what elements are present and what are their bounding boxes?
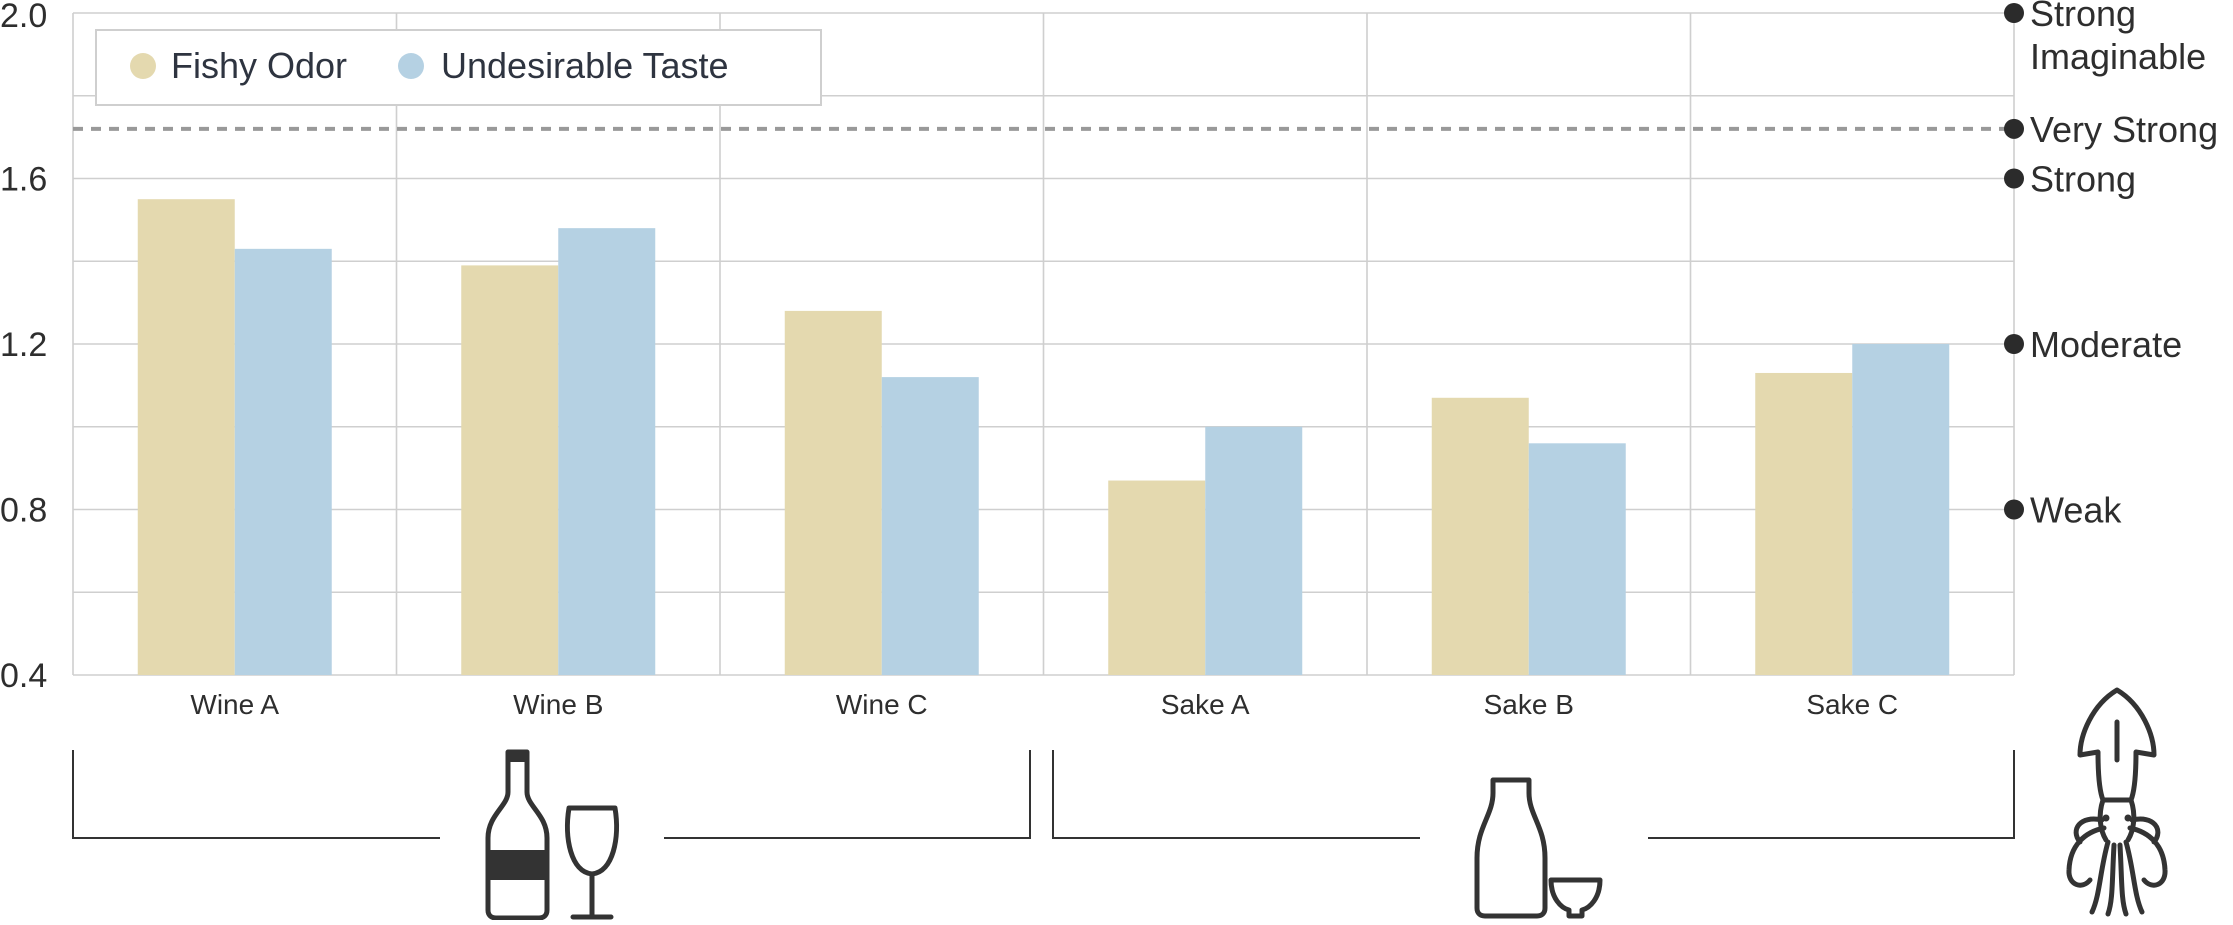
intensity-marker-weak <box>2004 499 2024 520</box>
y-tick-label: 0.4 <box>0 657 47 695</box>
intensity-label-strong: Strong <box>2030 159 2136 200</box>
legend-label-undesirable-taste: Undesirable Taste <box>441 45 729 86</box>
intensity-marker-very-strong <box>2004 118 2024 139</box>
bar-undesirable-taste-wine-b <box>558 228 656 675</box>
bar-undesirable-taste-sake-b <box>1528 443 1626 675</box>
x-tick-label-sake-c: Sake C <box>1806 689 1898 720</box>
axis-layer: Wine A Wine B Wine C Sake A Sake B Sake C 0.4 0… <box>0 0 1898 720</box>
bar-undesirable-taste-sake-a <box>1205 426 1303 675</box>
wine-bottle-cap <box>506 752 529 762</box>
bar-undesirable-taste-wine-c <box>881 377 979 675</box>
intensity-marker-strong-imaginable <box>2004 3 2024 23</box>
bar-fishy-odor-wine-b <box>461 265 559 675</box>
bar-fishy-odor-sake-c <box>1755 372 1853 675</box>
grid-layer <box>72 12 2018 676</box>
sake-group-bracket-right <box>1648 750 2015 839</box>
intensity-label-weak: Weak <box>2030 490 2122 531</box>
bar-fishy-odor-sake-a <box>1108 480 1206 675</box>
bar-fishy-odor-sake-b <box>1431 397 1529 675</box>
intensity-marker-moderate <box>2004 334 2024 354</box>
sake-group-bracket-left <box>1052 750 1420 839</box>
intensity-marker-strong <box>2004 168 2024 189</box>
legend-box <box>95 29 822 106</box>
legend-label-fishy-odor: Fishy Odor <box>171 45 347 86</box>
bar-undesirable-taste-sake-c <box>1852 344 1950 675</box>
bar-undesirable-taste-wine-a <box>234 248 332 675</box>
wine-bottle-label-band <box>488 850 547 880</box>
y-tick-label: 0.8 <box>0 492 47 530</box>
intensity-label-strong-imaginable: Imaginable <box>2030 36 2206 77</box>
intensity-label-moderate: Moderate <box>2030 324 2182 365</box>
x-tick-label-wine-c: Wine C <box>836 689 928 720</box>
bar-fishy-odor-wine-c <box>784 310 882 675</box>
wine-group-bracket-left <box>72 750 440 839</box>
legend: Fishy Odor Undesirable Taste <box>95 29 822 106</box>
x-tick-label-wine-b: Wine B <box>513 689 603 720</box>
bar-fishy-odor-wine-a <box>137 199 235 675</box>
x-tick-label-sake-a: Sake A <box>1161 689 1250 720</box>
y-tick-label: 1.6 <box>0 161 47 199</box>
legend-swatch-undesirable-taste <box>398 53 424 79</box>
x-tick-label-sake-b: Sake B <box>1484 689 1574 720</box>
squid-icon <box>2066 687 2168 917</box>
y-tick-label: 1.2 <box>0 326 47 364</box>
intensity-label-very-strong: Very Strong <box>2030 109 2218 150</box>
intensity-label-strong-imaginable: Strong <box>2030 0 2136 34</box>
y-tick-label: 2.0 <box>0 0 47 35</box>
bar-layer <box>137 199 1950 675</box>
x-tick-label-wine-a: Wine A <box>190 689 279 720</box>
wine-bottle-and-glass-icon <box>485 749 620 921</box>
wine-group-bracket-right <box>664 750 1031 839</box>
legend-swatch-fishy-odor <box>130 53 156 79</box>
sake-flask-and-cup-icon <box>1474 777 1603 919</box>
